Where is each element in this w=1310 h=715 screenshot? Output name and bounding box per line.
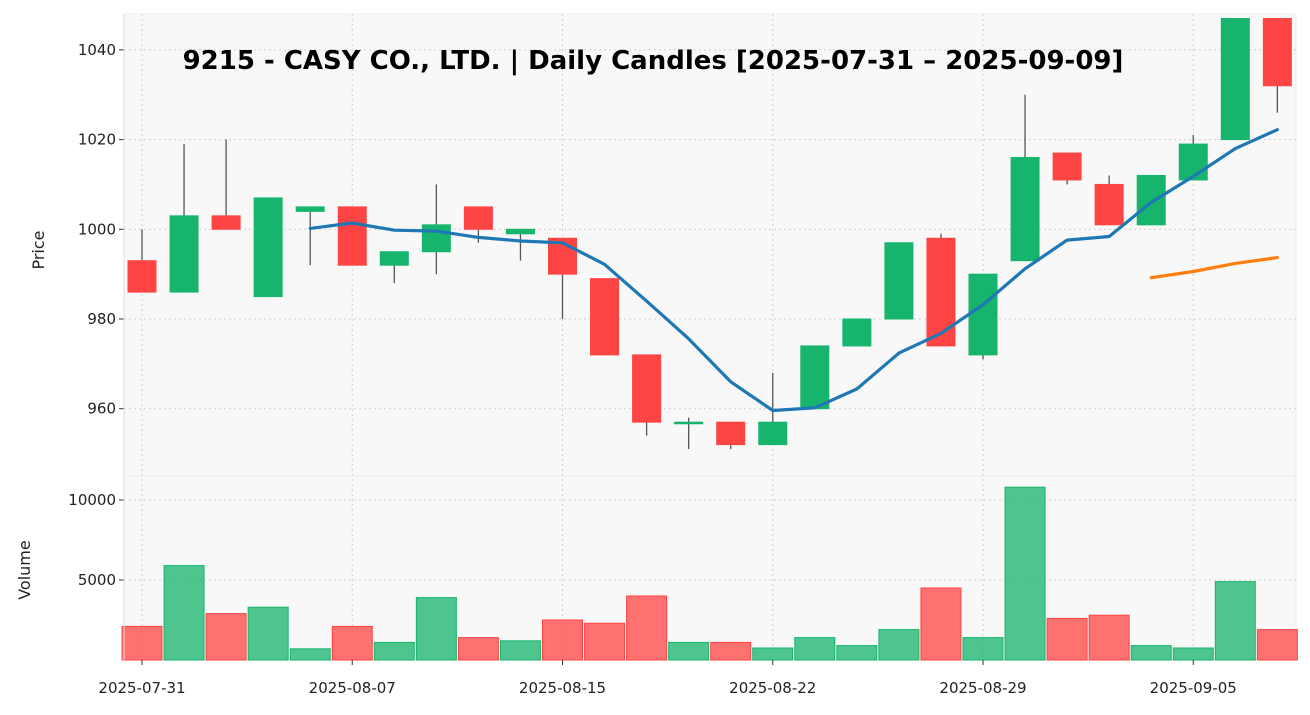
candle-body [337,206,367,266]
volume-bar [163,565,205,661]
candle-body [463,206,493,230]
volume-bar [1004,486,1046,661]
volume-bar [499,640,541,661]
volume-bar [836,645,878,661]
volume-bar [331,625,373,661]
date-tick-label: 2025-09-05 [1150,679,1237,697]
candle-body [884,242,914,320]
volume-bar [752,647,794,661]
candle-body [1136,174,1166,226]
candle-body [674,421,704,425]
volume-axis-label: Volume [15,540,34,600]
candle-body [127,260,157,293]
candle-body [211,215,241,230]
candle-body [1262,17,1292,87]
candle-body [758,421,788,446]
candle-body [505,228,535,235]
volume-bar [962,637,1004,661]
moving-averages [308,128,1279,413]
volume-bar [668,641,710,661]
moving-average-short-line [308,128,1279,413]
date-tick-label: 2025-08-29 [939,679,1026,697]
volume-bar [1214,581,1256,661]
candle-body [253,197,283,298]
volume-bar [289,648,331,661]
candle-body [1052,152,1082,181]
volume-bar [247,606,289,661]
volume-bar [205,613,247,661]
volume-bar [710,641,752,661]
price-tick-label: 1020 [78,131,116,149]
price-tick-label: 1000 [78,220,116,238]
volume-tick-label: 5000 [78,571,116,589]
candle-body [1010,157,1040,262]
volume-bar [542,619,583,661]
volume-bar [373,641,415,661]
candle-body [800,345,830,410]
volume-bar [878,629,920,661]
date-tick-label: 2025-08-22 [729,679,816,697]
date-tick-label: 2025-07-31 [98,679,185,697]
candle-body [968,273,998,356]
price-tick-label: 960 [87,400,116,418]
candle-body [1220,17,1250,141]
volume-bar [1088,614,1130,661]
candle-body [295,206,325,212]
volume-bar [1256,629,1298,661]
gridlines [124,14,1296,660]
candle-body [1094,183,1124,226]
volume-bar [920,587,962,661]
date-tick-label: 2025-08-15 [519,679,606,697]
candle-body [632,354,662,423]
volume-tick-label: 10000 [68,491,116,509]
candle-body [1178,143,1208,181]
volume-bar [1130,645,1172,661]
volume-bar [584,622,626,661]
candle-body [716,421,746,446]
candle-body [590,278,620,356]
volume-bar [415,597,457,661]
candle-body [842,318,872,347]
moving-average-long-line [1149,256,1279,280]
price-tick-label: 980 [87,310,116,328]
volume-bar [626,595,668,661]
chart-title: 9215 - CASY CO., LTD. | Daily Candles [2… [183,46,1124,76]
volume-bar [794,637,836,661]
volume-bar [1046,617,1088,661]
candle-body [379,251,409,266]
volume-bars [121,486,1298,661]
volume-bar [121,625,163,661]
volume-bar [457,637,499,661]
candle-body [169,215,199,293]
price-axis-label: Price [29,230,48,269]
price-tick-label: 1040 [78,41,116,59]
date-tick-label: 2025-08-07 [309,679,396,697]
candle-body [421,224,451,253]
price-panel-background [123,13,1297,477]
candle-body [926,237,956,347]
volume-bar [1172,647,1214,661]
axes: 960 980 1000 1020 1040 5000 10000 2025-07-31 202… [68,14,1237,697]
